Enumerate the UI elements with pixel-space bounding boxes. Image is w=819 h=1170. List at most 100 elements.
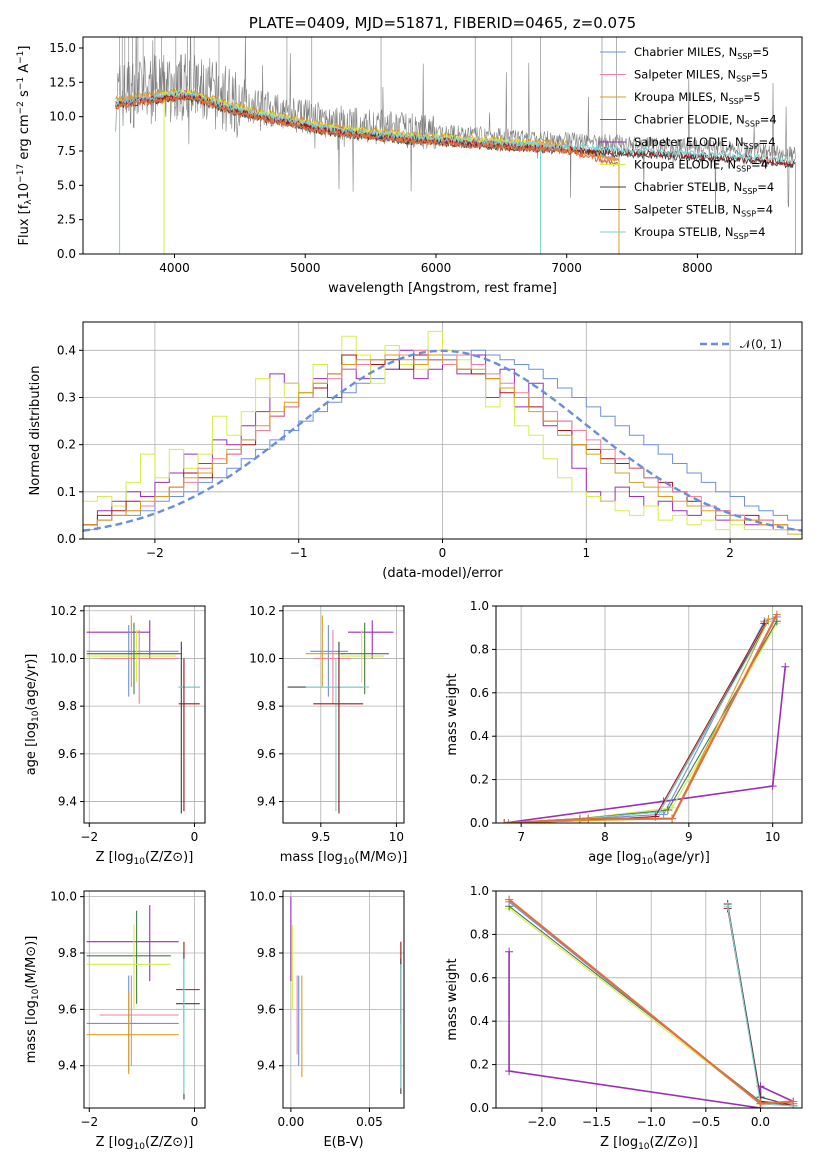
x-tick-label: 5000 <box>290 261 321 275</box>
legend-entry-sub: SSP <box>742 187 757 196</box>
y-axis-label: Flux [fλ10−17 erg cm−2 s−1 A−1] <box>16 46 34 246</box>
weight-age-ticks: 7 8 9 10 0.0 0.2 0.4 0.6 0.8 1.0 <box>470 599 780 844</box>
x-tick-label: −2.0 <box>527 1115 556 1129</box>
x-tick-label: 6000 <box>421 261 452 275</box>
weight-marker <box>663 805 672 814</box>
weight-marker <box>772 610 781 619</box>
weight-marker <box>504 819 513 823</box>
y-tick-label: 15.0 <box>49 41 76 55</box>
y-axis-label-part: erg cm <box>17 114 32 163</box>
residuals-axes: −2 −1 0 1 2 0.0 0.1 0.2 0.3 0.4 𝒩(0, 1) (data-model… <box>28 321 803 581</box>
x-axis-label-sub: 10 <box>134 1142 146 1152</box>
legend-entry-n: , N <box>726 180 742 194</box>
mass-Z-axes: −2 09.49.69.810.0Z [log10(Z/Z⊙)]mass [log… <box>24 890 206 1152</box>
spectrum-frame <box>82 36 803 255</box>
legend-entry-nssp: 4 <box>767 180 774 194</box>
x-tick-label: 0 <box>191 1115 199 1129</box>
x-axis-label-text: Z [log <box>600 1135 638 1150</box>
y-tick-label: 10.0 <box>50 651 77 665</box>
y-tick-label: 9.6 <box>257 747 276 761</box>
legend-entry-nssp: 5 <box>753 90 760 104</box>
y-tick-label: 10.2 <box>50 604 77 618</box>
error-cross <box>313 658 364 812</box>
weight-marker <box>505 1067 514 1076</box>
mass-ebv-plot <box>290 896 402 1094</box>
y-axis-label-part: −1 <box>16 51 26 64</box>
error-cross <box>86 629 177 683</box>
y-axis-label-part: A <box>17 64 32 77</box>
weight-Z-ticks: −2.0 −1.5 −1.0 −0.5 0.0 0.0 0.2 0.4 0.6 0.8 1.0 <box>470 884 770 1129</box>
legend-entry-name: Chabrier MILES <box>634 45 721 59</box>
x-axis-label-tail: (M/M⊙)] <box>354 850 407 865</box>
y-tick-label: 1.0 <box>470 599 489 613</box>
y-axis-label: Normed distribution <box>28 366 43 496</box>
y-tick-label: 7.5 <box>57 144 76 158</box>
hist-series-4 <box>83 349 802 531</box>
legend-entry-nssp: 5 <box>761 68 768 82</box>
weight-line-0 <box>508 951 794 1108</box>
legend-entry: Salpeter STELIB, NSSP=4 <box>634 203 773 219</box>
residuals-ticks: −2 −1 0 1 2 0.0 0.1 0.2 0.3 0.4 <box>57 343 734 560</box>
x-axis-label: Z [log10(Z/Z⊙)] <box>600 1135 698 1152</box>
x-tick-label: 8000 <box>682 261 713 275</box>
weight-Z-frame <box>495 890 803 1109</box>
legend-entry-name: Salpeter MILES <box>634 68 720 82</box>
error-cross <box>340 629 385 683</box>
y-axis-label-part: −2 <box>16 101 26 114</box>
legend-entry: Salpeter ELODIE, NSSP=4 <box>634 135 776 151</box>
error-cross <box>348 620 394 659</box>
y-tick-label: 0.8 <box>470 642 489 656</box>
error-cross <box>99 975 179 1066</box>
x-tick-label: 9.5 <box>311 830 330 844</box>
y-axis-label: mass [log10(M/M⊙)] <box>24 936 41 1064</box>
y-axis-label-part: −17 <box>16 164 26 183</box>
error-cross <box>310 625 349 697</box>
normal-curve <box>83 349 802 532</box>
y-tick-label: 0.4 <box>470 729 489 743</box>
weight-age-plot <box>500 610 790 823</box>
y-axis-label-sub: 10 <box>31 710 41 722</box>
error-cross <box>340 622 389 695</box>
x-axis-label-text: age [log <box>588 850 641 865</box>
error-cross <box>86 625 179 697</box>
legend-entry-sub: SSP <box>744 142 759 151</box>
legend-entry: Kroupa STELIB, NSSP=4 <box>634 225 766 241</box>
data-spectrum-line <box>115 37 796 214</box>
error-cross <box>313 629 352 704</box>
error-cross <box>176 958 200 1094</box>
legend-entry-eq: = <box>760 113 770 127</box>
legend-entry-sub: SSP <box>736 75 751 84</box>
legend-entry-nssp: 5 <box>762 45 769 59</box>
weight-marker <box>764 615 773 624</box>
x-axis-label-sub: 10 <box>343 857 355 867</box>
y-axis-label-part: Flux [f <box>17 204 32 245</box>
weight-marker <box>723 902 732 911</box>
legend-entry-n: , N <box>725 203 741 217</box>
y-axis-label: mass weight <box>445 673 460 755</box>
error-cross <box>86 910 171 1004</box>
y-tick-label: 0.6 <box>470 686 489 700</box>
legend-entry-name: Salpeter ELODIE <box>634 135 728 149</box>
y-tick-label: 10.2 <box>249 604 276 618</box>
y-tick-label: 12.5 <box>49 75 76 89</box>
x-axis-label-tail: (Z/Z⊙)] <box>650 1135 698 1150</box>
mass-Z-ticks: −2 0 9.4 9.6 9.8 10.0 <box>50 890 198 1129</box>
x-axis-label-text: Z [log <box>96 850 134 865</box>
weight-Z-grid <box>496 890 802 1109</box>
legend-entry-sub: SSP <box>734 232 749 241</box>
y-tick-label: 9.6 <box>257 1002 276 1016</box>
y-tick-label: 0.2 <box>470 773 489 787</box>
y-tick-label: 0.3 <box>57 390 76 404</box>
chart-layer: 4000 5000 6000 7000 80000.02.55.07.510.012.5… <box>16 14 803 1152</box>
hist-series-2 <box>83 330 802 535</box>
error-cross <box>86 992 179 1075</box>
legend-entry-eq: = <box>752 45 762 59</box>
y-tick-label: 0.4 <box>470 1014 489 1028</box>
age-Z-frame <box>83 605 206 824</box>
x-tick-label: 0.00 <box>277 1115 304 1129</box>
y-axis-label-part: ] <box>17 46 32 51</box>
y-tick-label: 0.2 <box>57 438 76 452</box>
y-tick-label: 0.0 <box>470 816 489 830</box>
